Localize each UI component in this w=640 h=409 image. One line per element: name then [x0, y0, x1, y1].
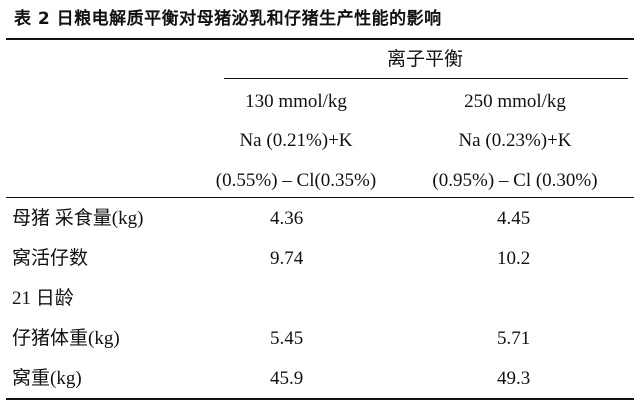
column-header: Na (0.21%)+K — [239, 130, 353, 151]
row-label: 窝活仔数 — [12, 248, 89, 269]
row-label: 母猪 采食量(kg) — [12, 208, 144, 229]
bottom-rule — [6, 398, 634, 400]
column-header: Na (0.23%)+K — [458, 130, 572, 151]
header-rule — [6, 197, 634, 198]
cell-value: 4.36 — [270, 208, 304, 229]
column-header: 130 mmol/kg — [245, 91, 347, 112]
table-title: 表 2 日粮电解质平衡对母猪泌乳和仔猪生产性能的影响 — [14, 9, 442, 29]
cell-value: 45.9 — [270, 368, 304, 389]
row-label: 窝重(kg) — [12, 368, 82, 389]
row-label: 仔猪体重(kg) — [12, 328, 120, 349]
column-header: 250 mmol/kg — [464, 91, 566, 112]
cell-value: 5.45 — [270, 328, 304, 349]
row-label: 21 日龄 — [12, 288, 74, 309]
cell-value: 4.45 — [497, 208, 531, 229]
column-header: (0.95%) – Cl (0.30%) — [432, 170, 598, 191]
group-header: 离子平衡 — [386, 49, 464, 70]
top-rule — [6, 38, 634, 40]
cell-value: 5.71 — [497, 328, 531, 349]
cell-value: 49.3 — [497, 368, 531, 389]
cell-value: 10.2 — [497, 248, 531, 269]
cell-value: 9.74 — [270, 248, 304, 269]
column-header: (0.55%) – Cl(0.35%) — [215, 170, 377, 191]
group-rule — [224, 78, 628, 79]
